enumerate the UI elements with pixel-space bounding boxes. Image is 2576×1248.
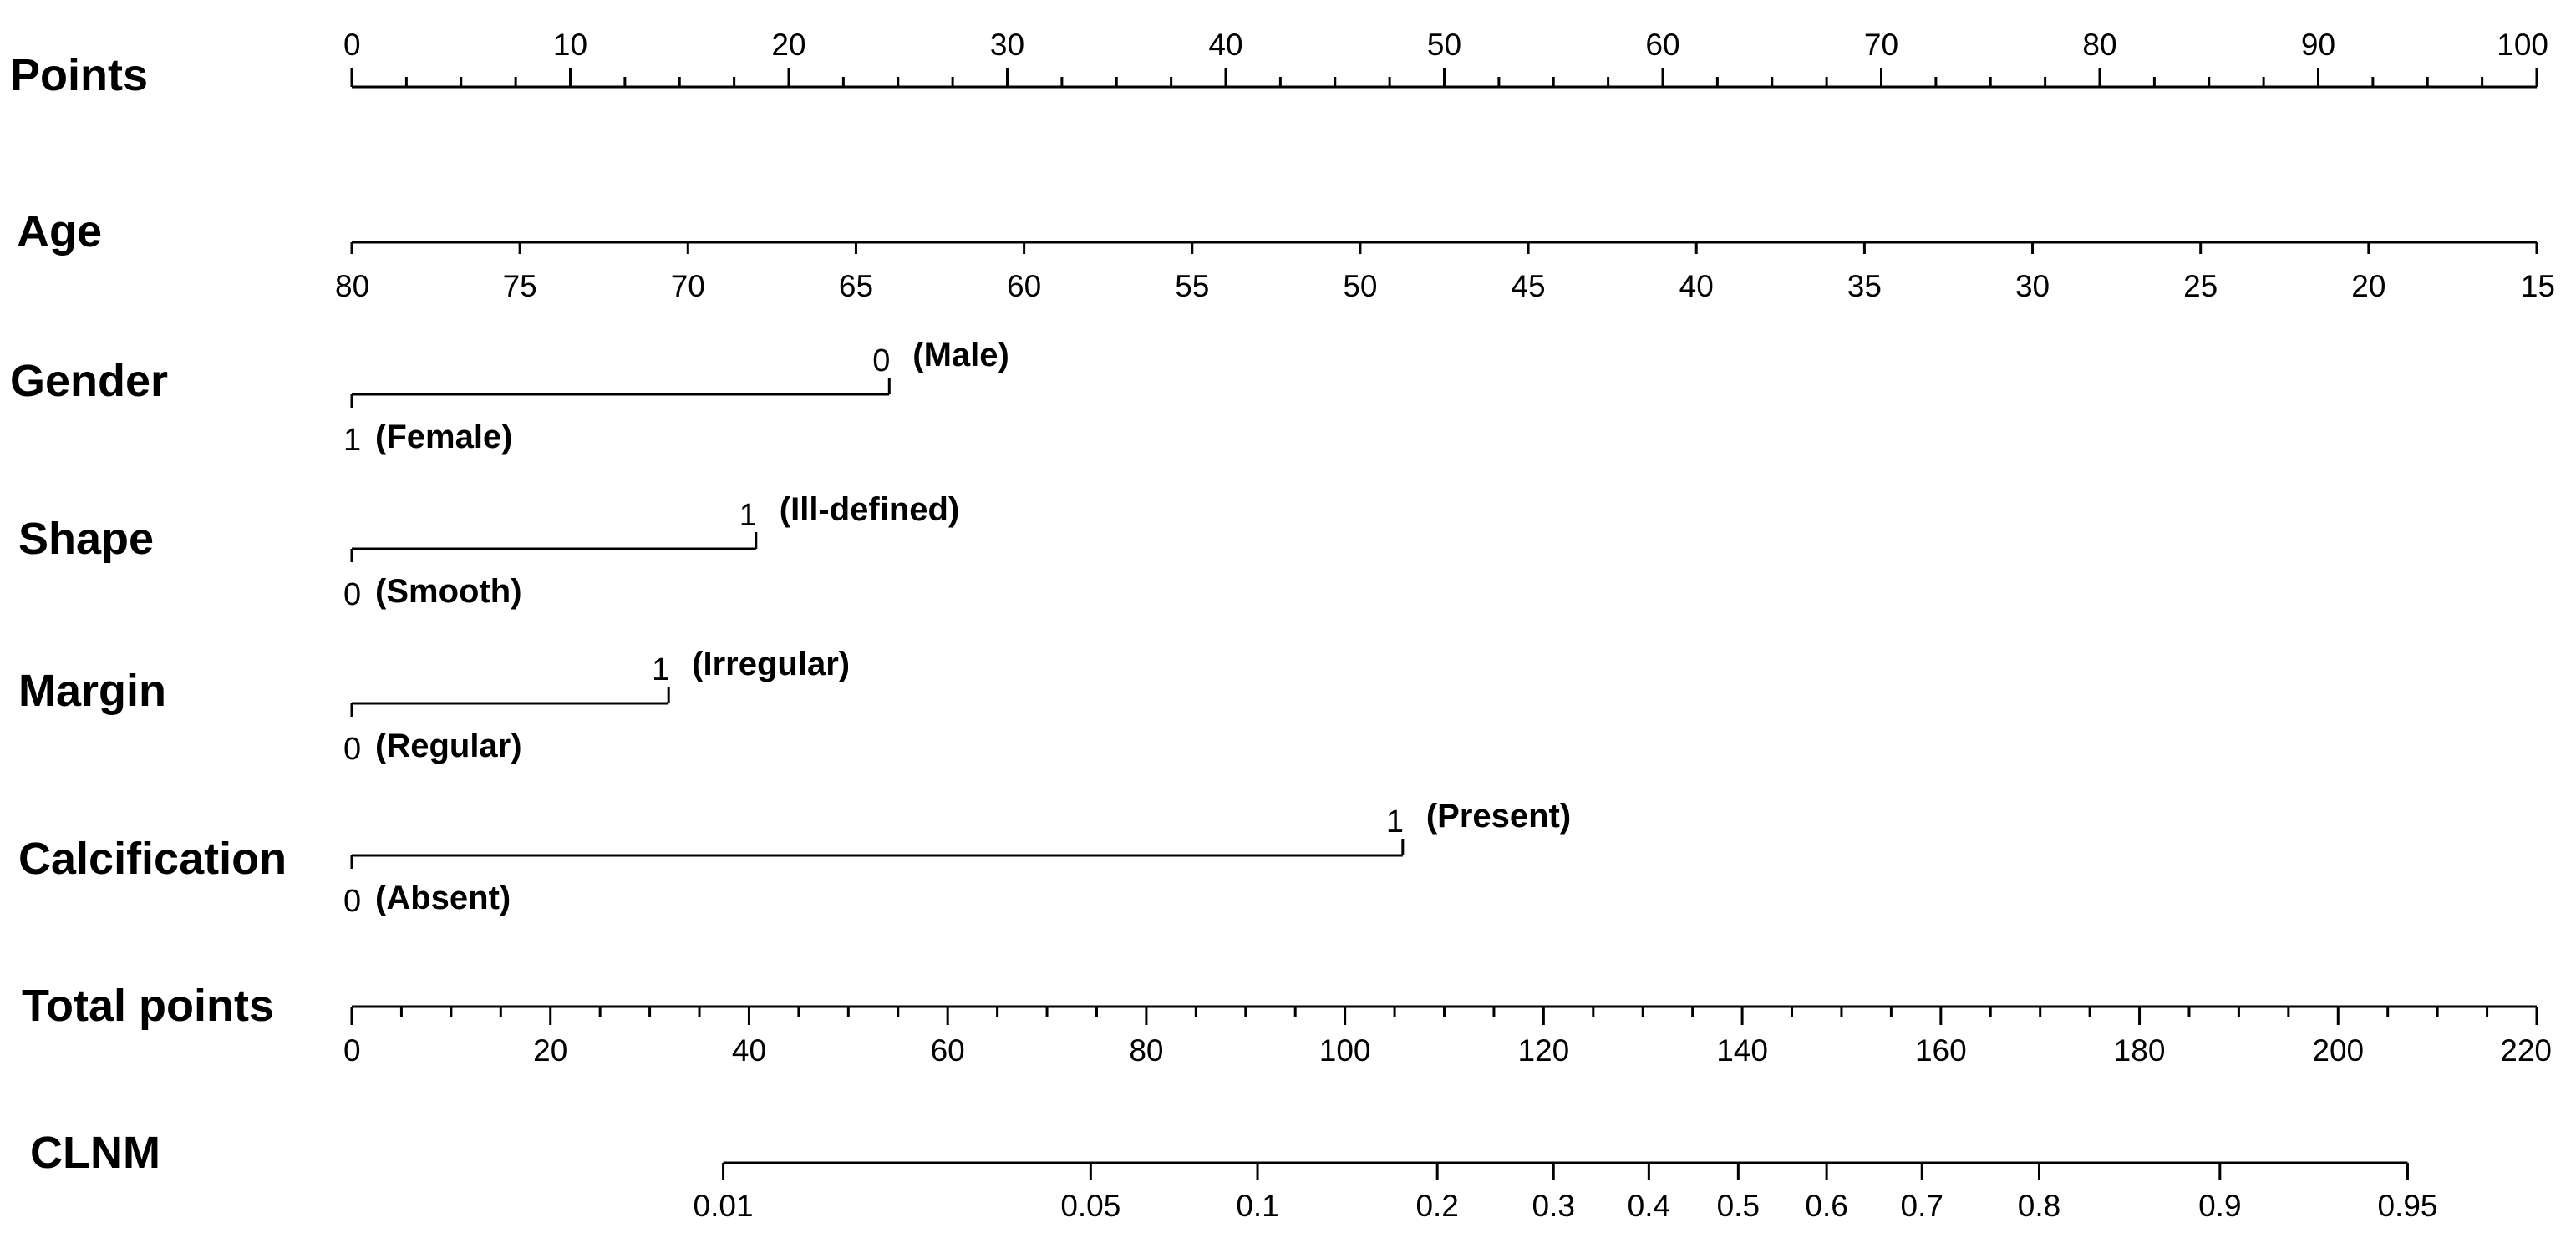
- calcification-level-code-high: 1: [1386, 804, 1404, 840]
- age-tick-label: 40: [1679, 269, 1714, 303]
- clnm-tick-label: 0.7: [1901, 1189, 1943, 1223]
- gender-level-code-high: 0: [872, 343, 890, 378]
- age-tick-label: 35: [1847, 269, 1882, 303]
- clnm-tick-label: 0.8: [2018, 1189, 2060, 1223]
- clnm-tick-label: 0.4: [1628, 1189, 1670, 1223]
- margin-level-name-high: (Irregular): [692, 646, 850, 682]
- age-tick-label: 55: [1175, 269, 1209, 303]
- points-tick-label: 70: [1864, 28, 1898, 62]
- points-tick-label: 60: [1645, 28, 1679, 62]
- age-tick-label: 50: [1343, 269, 1377, 303]
- age-tick-label: 65: [839, 269, 873, 303]
- clnm-tick-label: 0.2: [1415, 1189, 1458, 1223]
- age-tick-label: 45: [1511, 269, 1545, 303]
- margin-level-name-low: (Regular): [375, 728, 522, 764]
- points-tick-label: 40: [1208, 28, 1242, 62]
- gender-level-name-low: (Female): [375, 419, 513, 455]
- calcification-level-name-low: (Absent): [375, 880, 511, 916]
- age-tick-label: 25: [2183, 269, 2218, 303]
- row-label-clnm: CLNM: [30, 1128, 160, 1178]
- total-points-tick-label: 140: [1716, 1033, 1768, 1068]
- points-tick-label: 100: [2497, 28, 2548, 62]
- row-label-points: Points: [10, 50, 148, 100]
- total-points-tick-label: 100: [1319, 1033, 1371, 1068]
- row-label-gender: Gender: [10, 356, 168, 406]
- clnm-tick-label: 0.05: [1060, 1189, 1120, 1223]
- row-label-age: Age: [17, 206, 102, 256]
- shape-level-name-low: (Smooth): [375, 573, 522, 610]
- row-label-shape: Shape: [18, 514, 154, 564]
- margin-level-code-low: 0: [343, 732, 361, 767]
- calcification-level-code-low: 0: [343, 884, 361, 919]
- age-tick-label: 70: [671, 269, 705, 303]
- age-tick-label: 20: [2351, 269, 2385, 303]
- age-tick-label: 60: [1007, 269, 1041, 303]
- total-points-tick-label: 160: [1915, 1033, 1967, 1068]
- margin-level-code-high: 1: [652, 652, 669, 687]
- gender-level-code-low: 1: [343, 423, 361, 458]
- clnm-tick-label: 0.1: [1236, 1189, 1278, 1223]
- clnm-tick-label: 0.01: [694, 1189, 754, 1223]
- points-tick-label: 90: [2301, 28, 2335, 62]
- total-points-tick-label: 120: [1517, 1033, 1569, 1068]
- total-points-tick-label: 60: [931, 1033, 965, 1068]
- age-tick-label: 15: [2521, 269, 2555, 303]
- age-tick-label: 80: [335, 269, 369, 303]
- row-label-calcification: Calcification: [18, 834, 287, 884]
- total-points-tick-label: 40: [732, 1033, 766, 1068]
- shape-level-code-low: 0: [343, 577, 361, 612]
- clnm-tick-label: 0.5: [1717, 1189, 1760, 1223]
- row-label-total-points: Total points: [22, 981, 274, 1031]
- shape-level-name-high: (Ill-defined): [780, 491, 960, 528]
- row-label-margin: Margin: [18, 666, 166, 716]
- total-points-tick-label: 220: [2500, 1033, 2552, 1068]
- points-tick-label: 30: [990, 28, 1024, 62]
- total-points-tick-label: 80: [1129, 1033, 1163, 1068]
- shape-level-code-high: 1: [739, 498, 757, 533]
- total-points-tick-label: 0: [343, 1033, 361, 1068]
- points-tick-label: 80: [2082, 28, 2116, 62]
- clnm-tick-label: 0.9: [2198, 1189, 2241, 1223]
- calcification-level-name-high: (Present): [1426, 798, 1571, 835]
- total-points-tick-label: 180: [2114, 1033, 2166, 1068]
- clnm-tick-label: 0.6: [1805, 1189, 1847, 1223]
- points-tick-label: 20: [771, 28, 805, 62]
- clnm-tick-label: 0.3: [1532, 1189, 1575, 1223]
- clnm-tick-label: 0.95: [2377, 1189, 2437, 1223]
- age-tick-label: 30: [2015, 269, 2050, 303]
- total-points-tick-label: 200: [2312, 1033, 2364, 1068]
- points-tick-label: 10: [553, 28, 587, 62]
- age-tick-label: 75: [503, 269, 537, 303]
- points-tick-label: 50: [1427, 28, 1461, 62]
- points-tick-label: 0: [343, 28, 361, 62]
- total-points-tick-label: 20: [533, 1033, 567, 1068]
- gender-level-name-high: (Male): [912, 337, 1009, 373]
